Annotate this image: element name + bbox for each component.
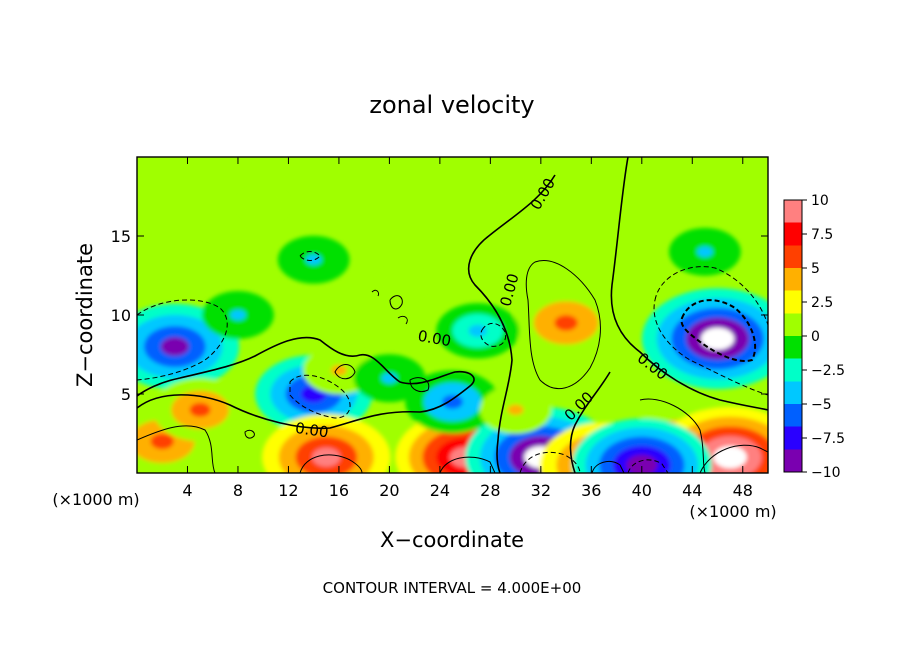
heatmap-cell	[189, 402, 211, 417]
colorbar-tick-label: 7.5	[811, 227, 833, 243]
contour-label: 0.00	[294, 419, 330, 441]
x-tick-label: 16	[329, 481, 349, 500]
heatmap-cell	[150, 433, 174, 450]
colorbar-tick-label: −7.5	[811, 431, 845, 447]
contour-line	[480, 323, 507, 347]
contour-line	[299, 454, 496, 473]
contour-line	[680, 299, 757, 362]
heatmap-cell	[468, 324, 487, 337]
x-tick-label: 36	[581, 481, 601, 500]
contour-line	[591, 444, 768, 473]
heatmap-cell	[696, 246, 713, 258]
contour-label: 0.00	[416, 327, 452, 351]
contour-line	[137, 299, 228, 381]
contour-line	[244, 364, 430, 439]
x-tick-label: 40	[632, 481, 652, 500]
heatmap-cell	[554, 315, 578, 331]
heatmap-cell	[312, 447, 341, 467]
colorbar-tick-label: 10	[811, 193, 829, 209]
colorbar-tick-label: 2.5	[811, 295, 833, 311]
x-tick-label: 32	[531, 481, 551, 500]
x-axis: 4 8 12 16 20 24 28 32 36 40 44 48	[182, 157, 753, 500]
y-axis: 5 10 15	[111, 227, 768, 404]
plot-area: 0.000.000.000.000.000.00 4 8 12 16 20 24 28 32 3…	[111, 156, 769, 500]
heatmap-cell	[230, 309, 246, 321]
y-tick-label: 10	[111, 306, 131, 325]
colorbar-scale	[784, 200, 802, 472]
contour-zero-line	[610, 157, 768, 411]
colorbar-tick-label: −2.5	[811, 363, 845, 379]
contour-line	[639, 398, 706, 473]
heatmap-cell	[257, 200, 269, 209]
chart-title: zonal velocity	[369, 91, 534, 119]
x-tick-label: 8	[233, 481, 243, 500]
heatmap-cell	[160, 337, 189, 357]
colorbar-tick-label: 5	[811, 261, 820, 277]
colorbar-tick-label: −10	[811, 465, 841, 481]
x-axis-label: X−coordinate	[380, 528, 524, 552]
contour-line	[653, 266, 768, 396]
heatmap-field: 0.000.000.000.000.000.00	[137, 157, 768, 473]
heatmap-cell	[396, 279, 408, 288]
heatmap-cell	[381, 372, 398, 384]
x-tick-label: 24	[430, 481, 450, 500]
contour-zero-line	[569, 371, 611, 473]
contour-line	[137, 425, 216, 473]
x-tick-label: 4	[182, 481, 192, 500]
colorbar: 10 7.5 5 2.5 0 −2.5 −5 −7.5 −10	[783, 193, 845, 481]
heatmap-cell	[507, 404, 524, 416]
colorbar-tick-label: −5	[811, 397, 832, 413]
y-axis-label: Z−coordinate	[73, 243, 97, 387]
x-tick-label: 48	[733, 481, 753, 500]
contour-line	[289, 374, 351, 419]
x-tick-label: 20	[379, 481, 399, 500]
y-tick-label: 15	[111, 227, 131, 246]
contour-line	[525, 260, 601, 389]
heatmap-cell	[626, 454, 658, 473]
contour-interval-note: CONTOUR INTERVAL = 4.000E+00	[323, 579, 582, 597]
x-units-left: (×1000 m)	[52, 490, 139, 509]
y-tick-label: 5	[121, 385, 131, 404]
x-tick-label: 28	[480, 481, 500, 500]
x-tick-label: 44	[682, 481, 702, 500]
heatmap-cell	[700, 327, 735, 350]
heatmap-cell	[442, 394, 463, 409]
x-tick-label: 12	[278, 481, 298, 500]
heatmap-cell	[305, 254, 322, 265]
heatmap-cell	[713, 446, 747, 469]
colorbar-tick-label: 0	[811, 329, 820, 345]
contour-line	[371, 289, 408, 325]
contour-lines	[137, 157, 768, 473]
x-units-right: (×1000 m)	[689, 502, 776, 521]
contour-zero-line	[467, 174, 556, 473]
colorbar-ticks: 10 7.5 5 2.5 0 −2.5 −5 −7.5 −10	[802, 193, 845, 481]
contour-zero-line	[137, 336, 475, 430]
contour-line	[519, 451, 669, 473]
heatmap-cell	[510, 185, 521, 192]
